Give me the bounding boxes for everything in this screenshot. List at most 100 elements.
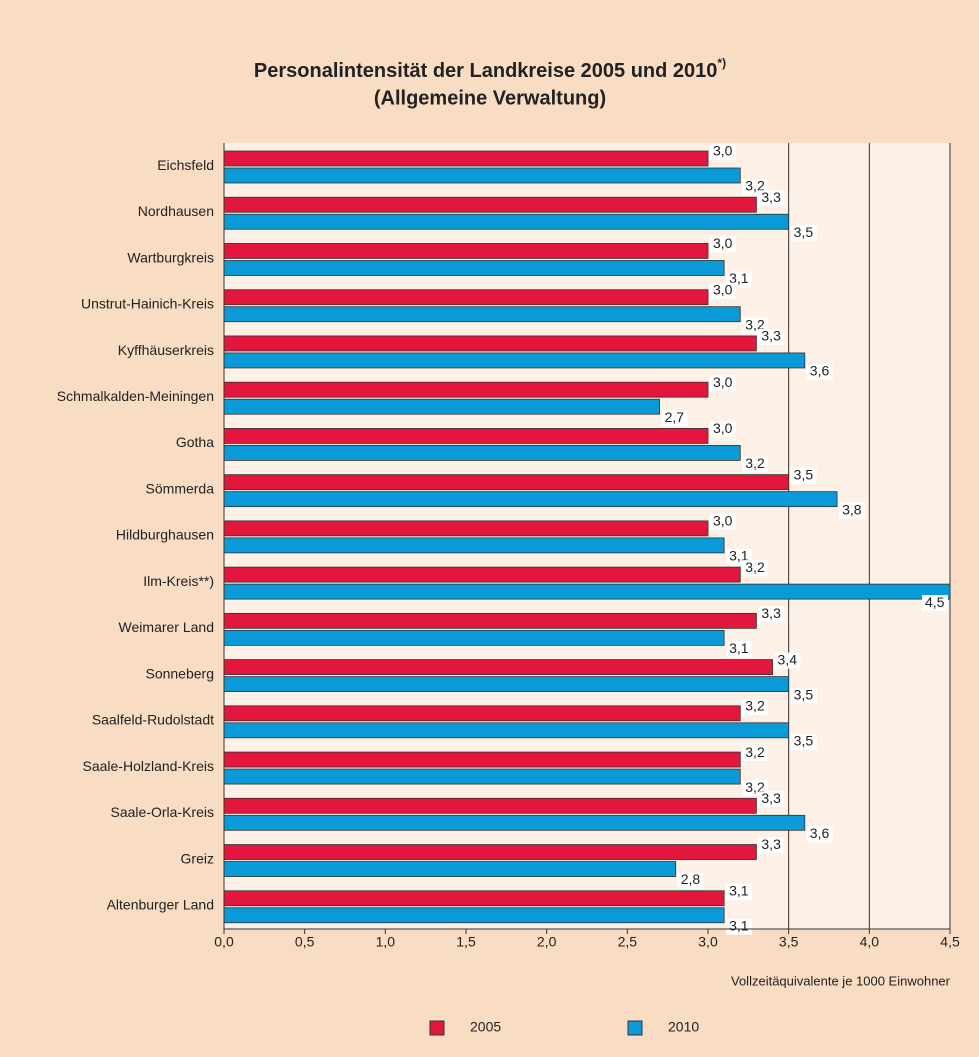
value-label-bg [710,236,736,253]
value-label: 3,3 [761,790,781,806]
value-label: 3,2 [745,455,765,471]
legend-swatch [627,1020,643,1036]
bar [223,306,741,323]
x-tick-label: 2,5 [618,934,638,950]
x-tick-label: 2,0 [537,934,557,950]
legend-swatch [429,1020,445,1036]
value-label: 3,3 [761,328,781,344]
y-tick-label: Ilm-Kreis**) [143,573,214,589]
x-tick-label: 0,0 [214,934,234,950]
value-label-bg [758,837,785,854]
value-label: 3,2 [745,316,765,332]
value-label: 3,5 [794,466,814,482]
bar [223,196,757,213]
y-tick-label: Altenburger Land [107,897,214,913]
bar [223,243,709,259]
value-label: 3,2 [745,698,765,714]
bar [223,890,725,907]
value-label: 3,3 [761,189,781,205]
value-label: 3,1 [729,270,749,286]
bar [223,352,806,369]
value-label-bg [790,687,817,704]
value-label: 3,0 [713,374,733,390]
x-tick-label: 3,0 [698,934,718,950]
value-label-bg [710,513,736,530]
value-label-bg [742,560,769,577]
x-tick-label: 4,0 [860,934,880,950]
value-label-bg [661,410,688,427]
bar [223,167,741,184]
y-tick-label: Unstrut-Hainich-Kreis [81,296,214,312]
value-label-bg [710,144,736,160]
value-label: 3,2 [745,178,765,194]
bar [223,583,951,600]
chart-subtitle: (Allgemeine Verwaltung) [374,87,606,109]
y-tick-label: Kyffhäuserkreis [118,342,214,358]
bar [223,537,725,554]
bar [223,659,773,675]
y-tick-label: Wartburgkreis [127,249,214,265]
y-tick-label: Saalfeld-Rudolstadt [92,712,214,728]
bar [223,445,741,461]
bar [223,474,790,491]
x-axis-label: Vollzeitäquivalente je 1000 Einwohner [731,973,951,988]
value-label: 3,2 [745,559,765,575]
chart-title: Personalintensität der Landkreise 2005 u… [254,56,726,82]
bar [223,722,790,739]
bar [223,428,709,444]
bar [223,335,757,352]
y-tick-label: Nordhausen [138,203,214,219]
x-tick-label: 4,5 [940,934,960,950]
bar [223,629,725,646]
bar [223,844,757,860]
bar [223,213,790,230]
bar [223,797,757,814]
value-label-bg [742,456,769,473]
value-label-bg [806,826,833,843]
x-tick-label: 1,0 [376,934,396,950]
bar [223,381,709,398]
value-label-bg [758,328,785,345]
value-label-bg [758,791,785,808]
y-tick-label: Sömmerda [146,480,215,496]
bar [223,520,709,537]
value-label-bg [677,872,704,889]
bar [223,491,838,508]
value-label-bg [790,467,817,484]
value-label-bg [726,641,753,658]
bar [223,260,725,276]
value-label-bg [742,745,769,762]
value-label-bg [790,225,817,242]
value-label: 3,5 [794,733,814,749]
legend-label: 2010 [668,1019,699,1035]
value-label: 3,1 [729,640,749,656]
y-tick-label: Gotha [176,434,214,450]
value-label-bg [758,190,785,207]
value-label-bg [774,652,801,669]
x-tick-label: 0,5 [295,934,315,950]
bar [223,150,709,167]
value-label: 3,5 [794,686,814,702]
value-label: 3,1 [729,548,749,564]
y-tick-label: Greiz [181,850,214,866]
value-label: 3,4 [778,651,798,667]
value-label: 3,3 [761,836,781,852]
bar [223,768,741,785]
y-tick-label: Eichsfeld [157,157,214,173]
bar [223,861,677,877]
value-label-bg [742,698,769,715]
bar [223,612,757,629]
value-label: 4,5 [925,594,945,610]
value-label-bg [790,733,817,750]
y-tick-label: Schmalkalden-Meiningen [57,388,214,404]
value-label: 2,8 [681,871,701,887]
x-tick-label: 3,5 [779,934,799,950]
value-label-bg [758,606,785,623]
value-label-bg [710,282,736,299]
bar [223,814,806,831]
bar [223,705,741,722]
value-label: 3,3 [761,605,781,621]
value-label: 3,1 [729,882,749,898]
value-label-bg [710,375,736,392]
